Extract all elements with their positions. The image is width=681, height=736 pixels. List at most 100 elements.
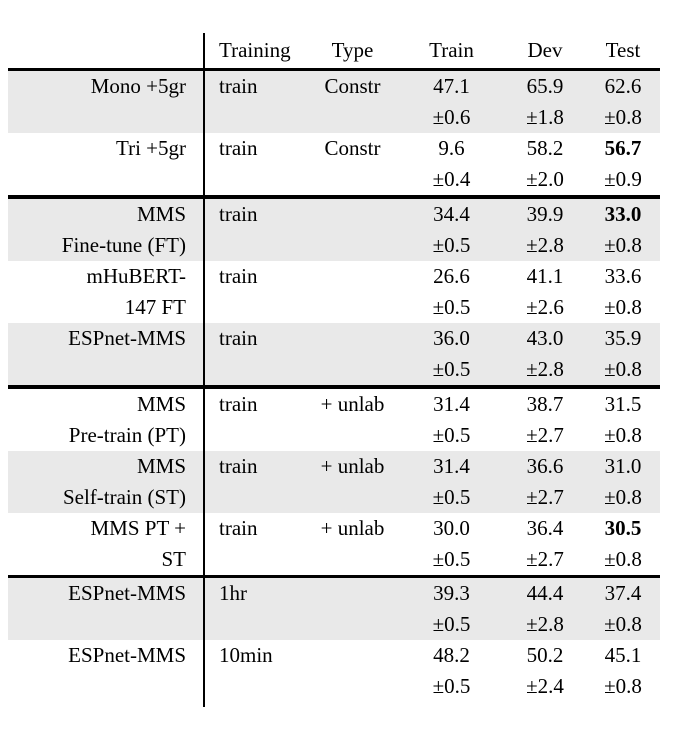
test-score-error: ±0.8 xyxy=(604,612,642,636)
table-row: MMS PT + ST train + unlab 30.0 ±0.5 36.4… xyxy=(8,513,660,575)
train-score-value: 48.2 xyxy=(433,643,470,667)
model-label-line1: MMS xyxy=(136,202,186,226)
training-value: train xyxy=(219,454,258,478)
model-label-cell: MMS Fine-tune (FT) xyxy=(8,199,203,261)
train-score-cell: 36.0 ±0.5 xyxy=(399,323,504,385)
dev-score-value: 44.4 xyxy=(526,581,564,605)
train-score-error: ±0.5 xyxy=(432,423,471,447)
table-row: MMS Pre-train (PT) train + unlab 31.4 ±0… xyxy=(8,389,660,451)
type-value: Constr xyxy=(324,136,381,160)
dev-score-cell: 41.1 ±2.6 xyxy=(504,261,586,323)
dev-score-error: ±2.6 xyxy=(526,295,564,319)
test-score-error: ±0.8 xyxy=(604,485,642,509)
header-test-cell: Test xyxy=(605,38,641,62)
train-score-value: 9.6 xyxy=(438,136,465,160)
train-score-value: 30.0 xyxy=(433,516,470,540)
dev-score-value: 58.2 xyxy=(526,136,564,160)
train-score-error: ±0.5 xyxy=(432,547,471,571)
dev-score-error: ±2.4 xyxy=(526,674,564,698)
type-value xyxy=(306,199,399,230)
train-score-cell: 31.4 ±0.5 xyxy=(399,389,504,451)
section-divider-rule xyxy=(8,195,660,199)
train-score-cell: 39.3 ±0.5 xyxy=(399,578,504,640)
training-value: train xyxy=(219,392,258,416)
test-score-cell: 31.0 ±0.8 xyxy=(586,451,660,513)
table-section: MMS Pre-train (PT) train + unlab 31.4 ±0… xyxy=(8,389,660,575)
dev-score-error: ±1.8 xyxy=(526,105,564,129)
type-value xyxy=(306,261,399,292)
dev-score-cell: 65.9 ±1.8 xyxy=(504,71,586,133)
test-score-value: 30.5 xyxy=(604,516,642,540)
table-row: Tri +5gr train Constr 9.6 ±0.4 58.2 ±2.0… xyxy=(8,133,660,195)
train-score-error: ±0.5 xyxy=(432,674,471,698)
test-score-value: 45.1 xyxy=(604,643,642,667)
header-training-cell: Training xyxy=(219,38,291,62)
type-cell: + unlab xyxy=(306,451,399,513)
model-label-line2 xyxy=(8,102,186,133)
train-score-cell: 48.2 ±0.5 xyxy=(399,640,504,702)
training-value: train xyxy=(219,202,258,226)
train-score-value: 36.0 xyxy=(433,326,470,350)
train-score-error: ±0.5 xyxy=(432,485,471,509)
train-score-value: 39.3 xyxy=(433,581,470,605)
training-value: train xyxy=(219,264,258,288)
test-score-error: ±0.8 xyxy=(604,547,642,571)
train-score-cell: 9.6 ±0.4 xyxy=(399,133,504,195)
model-label-line1: mHuBERT- xyxy=(86,264,186,288)
type-cell xyxy=(306,323,399,385)
dev-score-cell: 38.7 ±2.7 xyxy=(504,389,586,451)
header-type-cell: Type xyxy=(331,38,374,62)
training-cell: train xyxy=(203,199,306,261)
model-label-cell: ESPnet-MMS xyxy=(8,640,203,702)
train-score-error: ±0.6 xyxy=(432,105,471,129)
train-score-error: ±0.5 xyxy=(432,357,471,381)
table-header-row: Training Type Train Dev Test xyxy=(8,33,660,68)
train-score-value: 31.4 xyxy=(433,454,470,478)
model-label-line2: Fine-tune (FT) xyxy=(61,233,186,257)
model-label-line2 xyxy=(8,354,186,385)
train-score-error: ±0.5 xyxy=(432,612,471,636)
table-body: Mono +5gr train Constr 47.1 ±0.6 65.9 ±1… xyxy=(8,71,660,702)
model-label-line1: MMS xyxy=(136,454,186,478)
type-cell xyxy=(306,261,399,323)
model-label-cell: mHuBERT- 147 FT xyxy=(8,261,203,323)
model-label-line2 xyxy=(8,164,186,195)
train-score-value: 47.1 xyxy=(433,74,470,98)
dev-score-error: ±2.7 xyxy=(526,485,564,509)
dev-score-cell: 39.9 ±2.8 xyxy=(504,199,586,261)
training-cell: 1hr xyxy=(203,578,306,640)
test-score-error: ±0.8 xyxy=(604,357,642,381)
type-cell: + unlab xyxy=(306,389,399,451)
dev-score-cell: 44.4 ±2.8 xyxy=(504,578,586,640)
training-cell: train xyxy=(203,133,306,195)
dev-score-value: 36.6 xyxy=(526,454,564,478)
dev-score-cell: 36.4 ±2.7 xyxy=(504,513,586,575)
train-score-value: 31.4 xyxy=(433,392,470,416)
type-cell xyxy=(306,199,399,261)
type-value xyxy=(306,323,399,354)
model-label-line1: Tri +5gr xyxy=(115,136,186,160)
training-cell: train xyxy=(203,71,306,133)
model-label-line2: ST xyxy=(161,547,186,571)
train-score-cell: 30.0 ±0.5 xyxy=(399,513,504,575)
model-label-line2 xyxy=(8,671,186,702)
table-section: MMS Fine-tune (FT) train 34.4 ±0.5 39.9 … xyxy=(8,199,660,385)
test-score-error: ±0.8 xyxy=(604,674,642,698)
model-label-line2: Self-train (ST) xyxy=(62,485,186,509)
dev-score-value: 38.7 xyxy=(526,392,564,416)
table-section: ESPnet-MMS 1hr 39.3 ±0.5 44.4 ±2.8 37.4 … xyxy=(8,578,660,702)
train-score-cell: 31.4 ±0.5 xyxy=(399,451,504,513)
training-value: train xyxy=(219,74,258,98)
training-value: train xyxy=(219,326,258,350)
dev-score-error: ±2.8 xyxy=(526,357,564,381)
train-score-value: 26.6 xyxy=(433,264,470,288)
train-score-value: 34.4 xyxy=(433,202,470,226)
train-score-error: ±0.5 xyxy=(432,295,471,319)
train-score-error: ±0.5 xyxy=(432,233,471,257)
dev-score-value: 43.0 xyxy=(526,326,564,350)
dev-score-cell: 43.0 ±2.8 xyxy=(504,323,586,385)
model-label-line1: ESPnet-MMS xyxy=(68,326,186,350)
test-score-cell: 33.0 ±0.8 xyxy=(586,199,660,261)
training-cell: train xyxy=(203,389,306,451)
dev-score-error: ±2.7 xyxy=(526,423,564,447)
